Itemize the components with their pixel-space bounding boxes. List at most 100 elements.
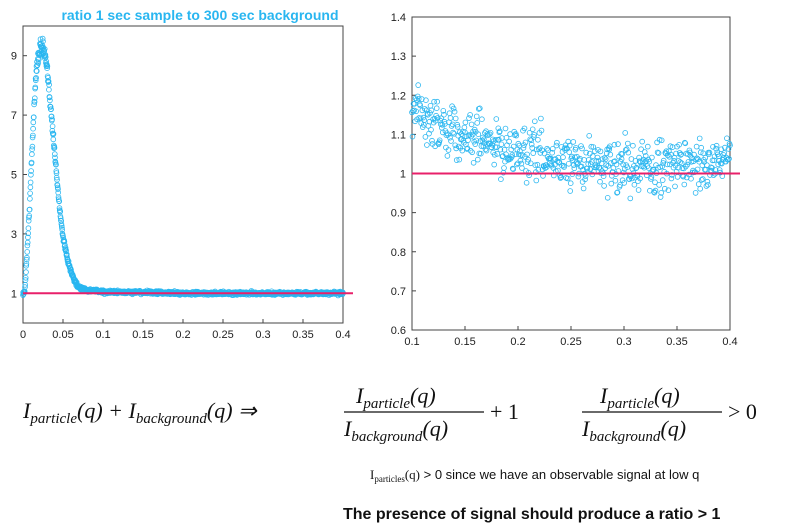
data-point	[603, 150, 610, 157]
data-point	[447, 115, 454, 121]
data-point	[495, 136, 502, 143]
data-point	[468, 121, 475, 128]
data-point	[25, 234, 31, 241]
data-point	[413, 108, 419, 115]
data-point	[633, 165, 639, 172]
ratio2-numerator: Iparticle(q)	[599, 383, 680, 412]
data-point	[427, 103, 434, 109]
data-point	[496, 128, 503, 135]
data-point	[646, 158, 653, 165]
x-tick-label: 0.4	[335, 329, 350, 341]
x-tick-label: 0.35	[666, 336, 687, 348]
data-point	[614, 189, 621, 196]
data-point	[473, 137, 480, 144]
data-point	[556, 159, 563, 165]
data-point	[517, 157, 524, 164]
data-point	[598, 160, 605, 167]
data-point	[507, 155, 514, 162]
data-point	[592, 148, 598, 154]
data-point	[721, 150, 728, 156]
data-point	[436, 137, 443, 144]
x-tick-label: 0.1	[404, 336, 419, 348]
data-point	[30, 119, 37, 126]
data-point	[560, 154, 566, 161]
data-point	[26, 206, 33, 213]
data-point	[589, 153, 596, 159]
data-point	[561, 164, 567, 170]
data-point	[24, 239, 31, 246]
data-point	[715, 161, 721, 168]
data-point	[501, 165, 507, 171]
data-point	[27, 190, 33, 197]
data-point	[474, 120, 481, 126]
data-point	[527, 160, 534, 167]
data-point	[30, 114, 37, 120]
data-point	[619, 177, 626, 184]
data-point	[431, 98, 437, 105]
data-point	[429, 137, 435, 144]
data-point	[611, 141, 618, 148]
data-point	[658, 190, 664, 196]
data-point	[710, 144, 716, 150]
y-tick-label: 1.3	[391, 51, 406, 63]
data-point	[49, 116, 55, 123]
data-point	[659, 163, 665, 170]
data-point	[535, 137, 541, 143]
data-point	[713, 145, 719, 152]
data-point	[538, 127, 545, 134]
y-tick-label: 0.6	[391, 325, 406, 337]
data-point	[415, 96, 422, 102]
data-point	[510, 143, 517, 150]
data-point	[529, 145, 535, 151]
ratio-greater-zero: > 0	[728, 399, 757, 424]
data-point	[704, 178, 711, 185]
data-point	[615, 141, 621, 147]
data-point	[33, 68, 40, 74]
data-point	[23, 256, 30, 263]
data-point	[473, 113, 480, 120]
data-point	[29, 134, 36, 141]
data-points-left	[20, 35, 346, 299]
data-point	[462, 119, 469, 126]
x-tick-label: 0.2	[175, 329, 190, 341]
data-point	[508, 154, 515, 160]
data-point	[488, 144, 495, 151]
data-point	[459, 147, 466, 154]
data-point	[481, 136, 487, 143]
data-point	[58, 221, 65, 227]
data-point	[597, 148, 604, 155]
subscript-particle: particle	[29, 411, 77, 427]
data-point	[583, 149, 589, 156]
data-point	[48, 113, 55, 120]
data-point	[637, 175, 643, 182]
data-point	[696, 135, 703, 142]
data-point	[698, 177, 705, 183]
data-point	[467, 147, 474, 154]
data-point	[46, 81, 52, 88]
data-point	[681, 181, 688, 188]
data-point	[725, 156, 731, 163]
data-point	[578, 143, 584, 149]
data-point	[640, 163, 646, 170]
data-point	[543, 164, 550, 171]
data-point	[727, 142, 733, 149]
data-point	[517, 148, 523, 154]
data-point	[49, 123, 56, 130]
data-point	[665, 187, 672, 194]
data-point	[681, 139, 688, 146]
data-point	[522, 139, 529, 146]
data-point	[607, 151, 614, 158]
data-point	[505, 155, 512, 162]
data-point	[469, 149, 475, 156]
y-tick-label: 7	[11, 110, 17, 122]
data-point	[46, 94, 53, 101]
data-point	[50, 136, 57, 143]
data-point	[444, 153, 451, 159]
data-point	[450, 129, 456, 136]
data-point	[713, 142, 720, 149]
y-tick-label: 9	[11, 51, 17, 63]
data-point	[29, 143, 36, 150]
data-point	[705, 182, 711, 188]
data-point	[44, 63, 51, 69]
